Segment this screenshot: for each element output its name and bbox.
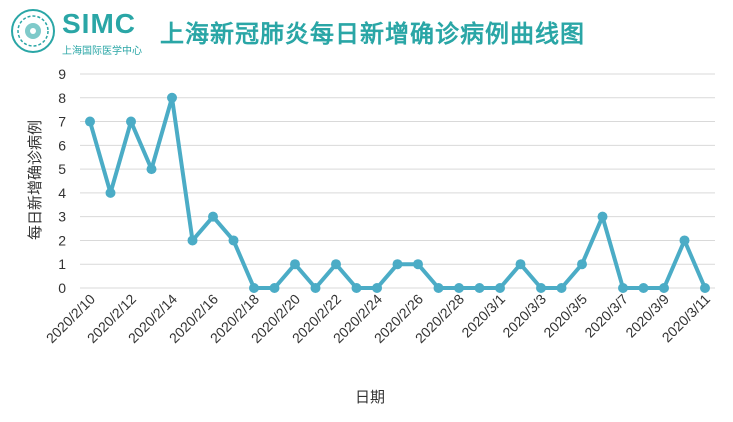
data-point xyxy=(146,164,157,175)
data-point xyxy=(433,283,444,293)
data-point xyxy=(679,235,690,246)
data-point xyxy=(331,259,341,270)
y-tick-label: 6 xyxy=(58,137,66,153)
data-point xyxy=(269,283,280,293)
data-point xyxy=(618,283,628,293)
data-point xyxy=(413,259,423,270)
logo-text: SIMC xyxy=(62,8,136,39)
data-point xyxy=(290,259,300,270)
logo-globe-icon xyxy=(11,9,55,53)
data-point xyxy=(126,116,136,127)
data-point xyxy=(228,235,239,246)
data-point xyxy=(556,283,567,293)
data-point xyxy=(597,211,608,222)
data-point xyxy=(454,283,464,293)
data-point xyxy=(208,211,218,222)
grid-lines xyxy=(80,73,715,289)
data-point xyxy=(515,259,526,270)
x-tick-label: 2020/3/3 xyxy=(499,291,549,341)
data-point xyxy=(167,92,177,103)
data-point xyxy=(495,283,505,293)
y-tick-label: 7 xyxy=(58,114,66,130)
x-tick-label: 2020/3/7 xyxy=(581,291,631,341)
data-point xyxy=(659,283,669,293)
x-axis-label: 日期 xyxy=(355,388,385,406)
chart-title: 上海新冠肺炎每日新增确诊病例曲线图 xyxy=(160,19,585,48)
data-point xyxy=(187,235,198,246)
y-tick-label: 0 xyxy=(58,280,66,296)
data-point xyxy=(85,116,95,127)
data-point xyxy=(249,283,259,293)
data-point xyxy=(536,283,546,293)
y-tick-label: 2 xyxy=(58,232,66,248)
logo: SIMC 上海国际医学中心 xyxy=(8,6,148,57)
logo-subtitle: 上海国际医学中心 xyxy=(62,46,142,57)
data-point xyxy=(577,259,587,270)
y-axis-label: 每日新增确诊病例 xyxy=(26,120,44,240)
y-axis-ticks: 0 1 2 3 4 5 6 7 8 9 xyxy=(58,66,66,296)
x-tick-label: 2020/3/5 xyxy=(540,291,590,341)
x-tick-label: 2020/3/1 xyxy=(458,291,508,341)
y-tick-label: 4 xyxy=(58,185,66,201)
data-point xyxy=(310,283,321,293)
y-tick-label: 5 xyxy=(58,161,66,177)
data-point xyxy=(392,259,403,270)
y-tick-label: 3 xyxy=(58,209,66,225)
series-group xyxy=(85,92,710,293)
data-point xyxy=(474,283,485,293)
data-point xyxy=(700,283,710,293)
y-tick-label: 8 xyxy=(58,90,66,106)
y-tick-label: 9 xyxy=(58,66,66,82)
data-point xyxy=(638,283,649,293)
x-axis-ticks: 2020/2/102020/2/122020/2/142020/2/162020… xyxy=(43,291,714,347)
data-point xyxy=(372,283,382,293)
y-tick-label: 1 xyxy=(58,256,66,272)
data-point xyxy=(105,187,116,198)
data-point xyxy=(351,283,362,293)
